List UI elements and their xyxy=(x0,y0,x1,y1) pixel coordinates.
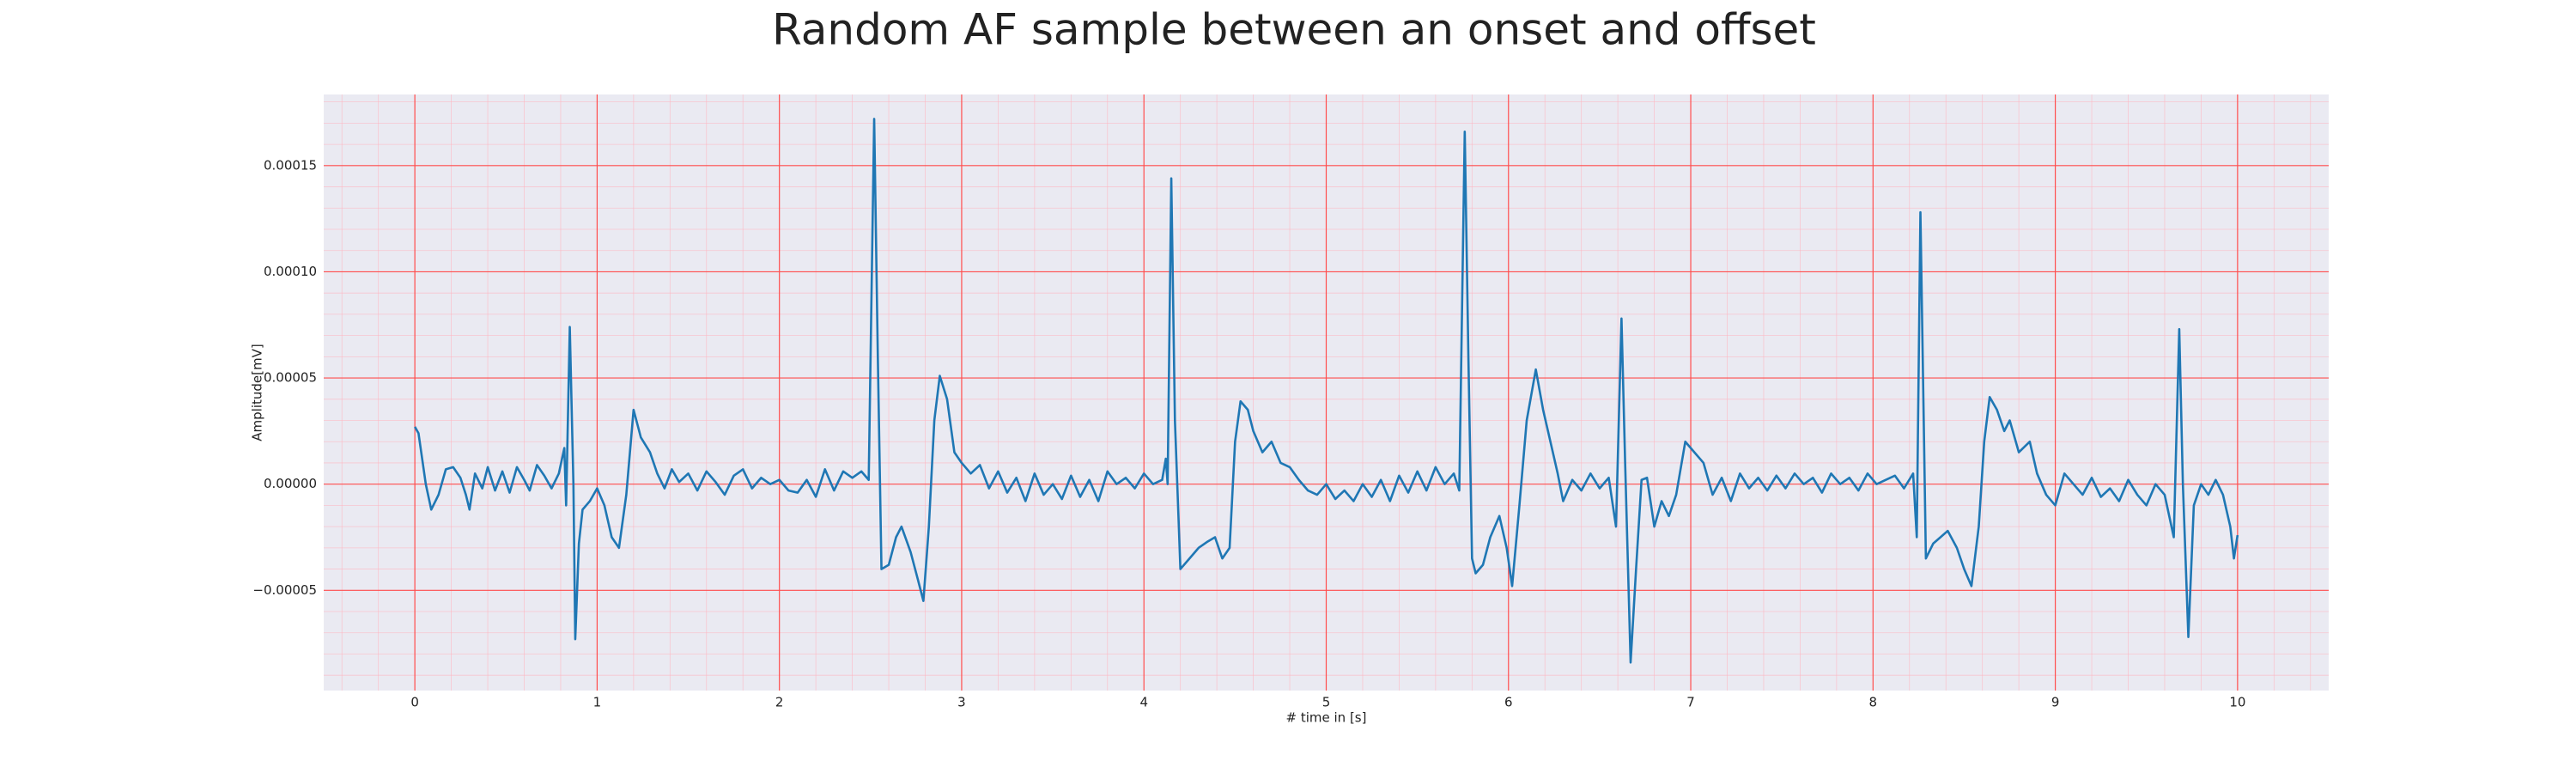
x-tick-label: 10 xyxy=(2229,695,2245,710)
x-tick-label: 8 xyxy=(1869,695,1878,710)
y-axis-label: Amplitude[mV] xyxy=(250,344,265,441)
signal-line xyxy=(414,118,2239,664)
y-tick-label: 0.00015 xyxy=(264,157,317,173)
x-tick-label: 7 xyxy=(1686,695,1695,710)
x-tick-label: 0 xyxy=(410,695,419,710)
x-tick-label: 2 xyxy=(775,695,784,710)
y-tick-label: 0.00005 xyxy=(264,370,317,386)
y-tick-label: 0.00010 xyxy=(264,264,317,279)
chart-title: Random AF sample between an onset and of… xyxy=(772,5,1816,55)
x-tick-label: 5 xyxy=(1322,695,1331,710)
x-axis-label: # time in [s] xyxy=(1286,710,1367,726)
x-tick-label: 4 xyxy=(1139,695,1148,710)
x-tick-label: 1 xyxy=(593,695,602,710)
x-tick-label: 6 xyxy=(1504,695,1513,710)
x-tick-label: 3 xyxy=(957,695,966,710)
y-tick-label: 0.00000 xyxy=(264,476,317,491)
x-tick-label: 9 xyxy=(2051,695,2060,710)
y-tick-label: −0.00005 xyxy=(252,582,317,598)
